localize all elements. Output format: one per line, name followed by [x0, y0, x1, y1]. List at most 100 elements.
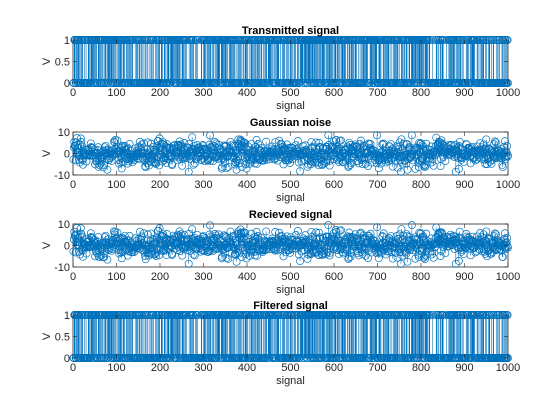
stem-marker	[323, 156, 332, 165]
stem-marker	[128, 158, 137, 167]
stem-marker	[241, 139, 250, 148]
stem-marker	[315, 138, 324, 147]
stem-marker	[72, 138, 80, 147]
stem-marker	[501, 137, 509, 146]
stem-marker	[461, 152, 470, 161]
stem-marker	[437, 136, 446, 145]
stem-marker	[115, 159, 124, 168]
stem-marker	[484, 154, 493, 163]
stem-marker	[342, 151, 351, 160]
stem-marker	[200, 157, 209, 166]
stem-marker	[180, 139, 189, 147]
stem-marker	[448, 148, 457, 157]
stem-marker	[332, 136, 341, 144]
stem-marker	[202, 151, 211, 160]
x-tick-label: 1000	[496, 87, 520, 99]
stem-marker	[167, 151, 176, 160]
stem-marker	[374, 164, 383, 173]
stem-marker	[114, 156, 123, 164]
stem-marker	[432, 133, 441, 142]
stem-marker	[479, 36, 488, 44]
stem-marker	[149, 36, 158, 44]
stem-marker	[248, 150, 257, 159]
stem-marker	[503, 142, 512, 151]
stem-marker	[190, 159, 199, 168]
stem-marker	[441, 157, 450, 166]
stem-marker	[296, 167, 305, 176]
stem-marker	[303, 156, 312, 165]
y-tick-label: 10	[58, 127, 70, 139]
stem-marker	[300, 156, 309, 165]
stem-marker	[286, 158, 295, 167]
stem-marker	[420, 162, 429, 171]
y-tick-label: 0	[64, 78, 70, 90]
x-tick-label: 400	[238, 87, 256, 99]
stem-marker	[399, 139, 408, 148]
y-tick-label: -10	[54, 170, 70, 182]
stem-marker	[291, 141, 300, 150]
stem-marker	[157, 142, 166, 151]
stem-marker	[482, 135, 491, 144]
stem-marker	[203, 156, 212, 165]
stem-marker	[158, 139, 167, 148]
stem-marker	[146, 145, 155, 154]
x-tick-label: 800	[412, 179, 430, 191]
stem-marker	[366, 139, 375, 148]
stem-marker	[222, 164, 231, 173]
x-tick-label: 300	[194, 179, 212, 191]
x-tick-label: 300	[194, 87, 212, 99]
stem-marker	[297, 148, 306, 157]
stem-marker	[89, 151, 98, 160]
stem-marker	[339, 155, 348, 164]
stem-marker	[500, 142, 509, 151]
stem-marker	[419, 142, 428, 151]
stem-marker	[92, 36, 101, 44]
stem-marker	[451, 140, 460, 149]
stem-marker	[117, 164, 126, 173]
stem-marker	[373, 131, 382, 140]
stem-marker	[503, 152, 512, 161]
stem-marker	[259, 156, 268, 165]
stem-marker	[498, 163, 507, 172]
stem-marker	[485, 36, 494, 44]
stem-marker	[184, 167, 193, 176]
stem-marker	[422, 139, 431, 148]
stem-marker	[358, 153, 367, 162]
stem-marker	[479, 140, 488, 149]
x-tick-label: 600	[325, 179, 343, 191]
stem-marker	[278, 142, 287, 151]
stem-marker	[330, 145, 339, 154]
stem-marker	[356, 140, 365, 148]
x-tick-label: 800	[412, 87, 430, 99]
stem-marker	[293, 137, 302, 146]
stem-marker	[133, 154, 142, 163]
stem-marker	[162, 159, 171, 168]
subplot-2: 0 100 200 300 400 500 600 700 800 900 1000-10010Ga…	[41, 117, 520, 204]
stem-marker	[77, 137, 86, 146]
stem-marker	[402, 159, 411, 168]
stem-marker	[358, 160, 367, 169]
stem-marker	[288, 36, 297, 44]
stem-marker	[174, 140, 183, 149]
x-tick-label: 500	[281, 87, 299, 99]
stem-marker	[76, 134, 85, 143]
stem-marker	[421, 161, 430, 170]
x-axis-label: signal	[276, 100, 305, 112]
stem-marker	[413, 154, 422, 163]
x-tick-label: 700	[368, 179, 386, 191]
x-tick-label: 0	[70, 87, 76, 99]
stem-marker	[210, 138, 219, 146]
stem-marker	[86, 139, 95, 148]
stem-marker	[232, 165, 241, 174]
stem-marker	[240, 143, 249, 152]
x-tick-label: 100	[107, 179, 125, 191]
stem-marker	[168, 161, 177, 169]
stem-marker	[147, 157, 156, 166]
stem-marker	[501, 147, 510, 156]
stem-marker	[110, 138, 119, 147]
stem-marker	[487, 159, 496, 168]
stem-marker	[324, 131, 333, 140]
stem-marker	[491, 137, 499, 146]
stem-marker	[262, 137, 271, 146]
